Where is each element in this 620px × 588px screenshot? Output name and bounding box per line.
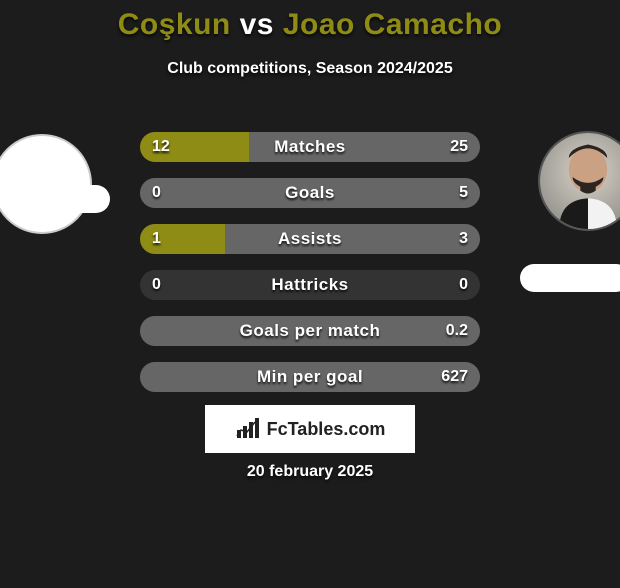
stat-label: Matches: [140, 132, 480, 162]
stat-label: Goals: [140, 178, 480, 208]
player-left-avatar: [0, 134, 92, 234]
brand-box: FcTables.com: [205, 405, 415, 453]
date-text: 20 february 2025: [0, 463, 620, 481]
title-player-right: Joao Camacho: [283, 8, 502, 41]
stats-bars: 1225Matches 05Goals 13Assists 00Hattricks 0.…: [140, 132, 480, 408]
stat-label: Assists: [140, 224, 480, 254]
stat-label: Min per goal: [140, 362, 480, 392]
stat-label: Goals per match: [140, 316, 480, 346]
brand-bars-icon: [235, 416, 261, 442]
stat-row: 00Hattricks: [140, 270, 480, 300]
title-vs: vs: [240, 8, 274, 41]
title-player-left: Coşkun: [118, 8, 231, 41]
stat-row: 0.2Goals per match: [140, 316, 480, 346]
stat-row: 1225Matches: [140, 132, 480, 162]
player-right-flag-pill: [520, 264, 620, 292]
player-right-avatar: [538, 131, 620, 231]
player-left-flag-pill: [0, 185, 110, 213]
brand-text: FcTables.com: [267, 419, 386, 440]
stat-row: 13Assists: [140, 224, 480, 254]
stat-label: Hattricks: [140, 270, 480, 300]
page-title: Coşkun vs Joao Camacho: [0, 8, 620, 42]
stat-row: 627Min per goal: [140, 362, 480, 392]
stat-row: 05Goals: [140, 178, 480, 208]
subtitle: Club competitions, Season 2024/2025: [0, 60, 620, 78]
